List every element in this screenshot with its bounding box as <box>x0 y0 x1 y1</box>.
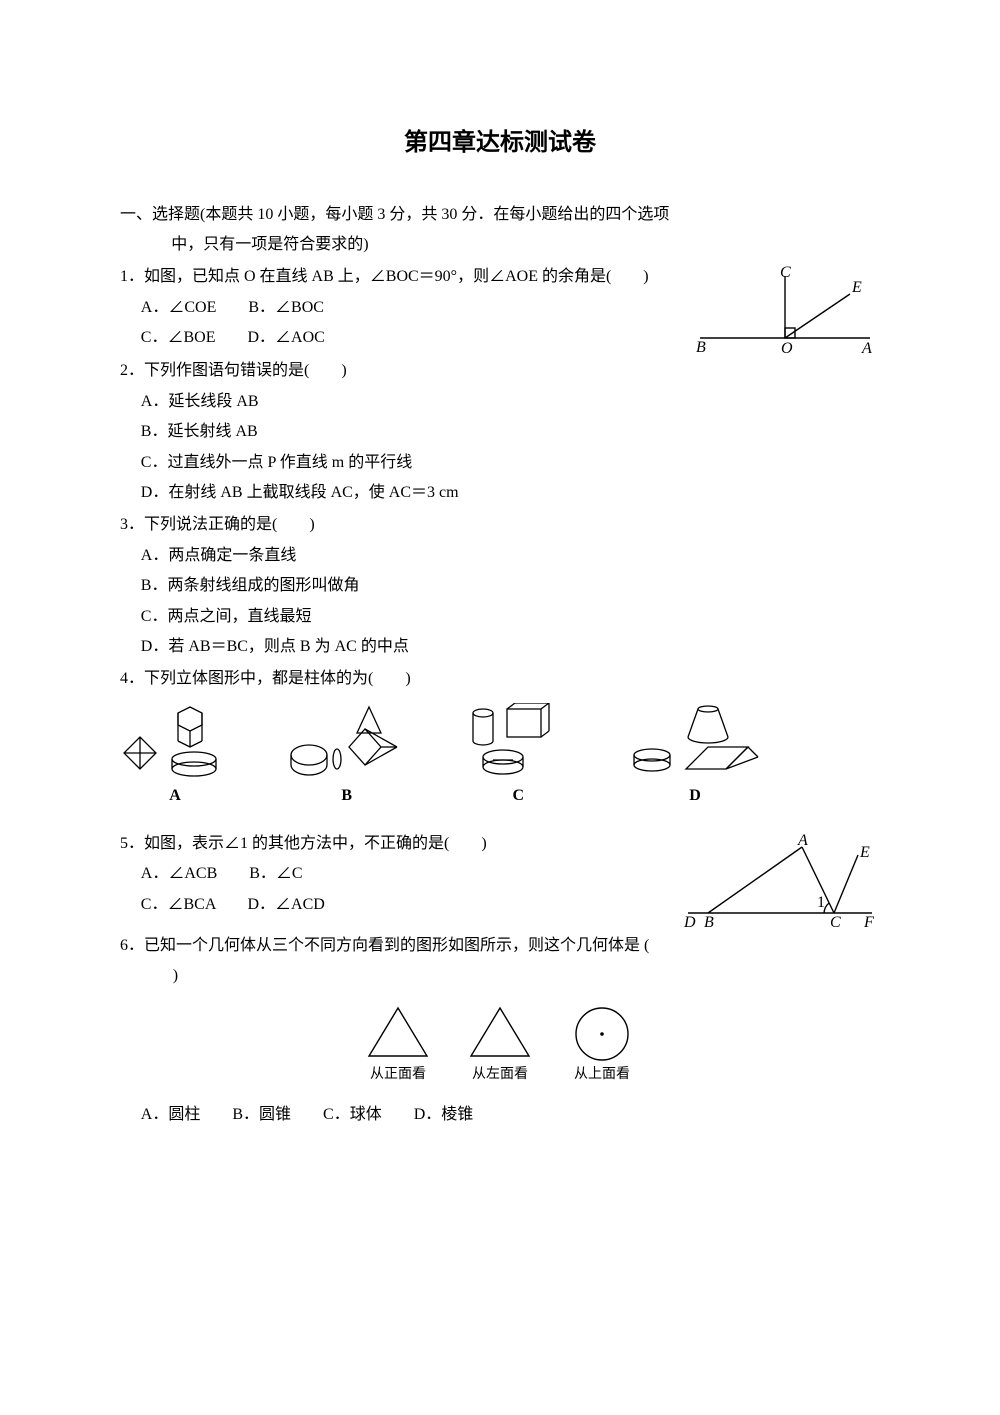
q3-opt-c: C．两点之间，直线最短 <box>141 602 880 632</box>
q3-opt-b: B．两条射线组成的图形叫做角 <box>141 571 880 601</box>
q1-figure: C E B O A <box>690 266 880 354</box>
q1-label-O: O <box>781 340 793 354</box>
question-3: 3．下列说法正确的是( ) A．两点确定一条直线 B．两条射线组成的图形叫做角 … <box>120 510 880 662</box>
q4-fig-d <box>630 703 760 779</box>
q5-B: B <box>704 914 714 929</box>
q6-label-top: 从上面看 <box>565 1062 639 1089</box>
q3-opt-a: A．两点确定一条直线 <box>141 541 880 571</box>
question-1: C E B O A 1．如图，已知点 O 在直线 AB 上，∠BOC＝90°，则… <box>120 262 880 354</box>
q3-opt-d: D．若 AB＝BC，则点 B 为 AC 的中点 <box>141 632 880 662</box>
q4-label-b: B <box>287 781 407 811</box>
q5-figure: A E D B C F 1 <box>680 833 880 929</box>
q6-label-left: 从左面看 <box>463 1062 537 1089</box>
section-1-heading: 一、选择题(本题共 10 小题，每小题 3 分，共 30 分．在每小题给出的四个… <box>120 200 880 261</box>
q5-F: F <box>863 914 874 929</box>
q4-fig-b <box>287 703 407 779</box>
q3-stem: 3．下列说法正确的是( ) <box>120 510 880 540</box>
section-head-line2: 中，只有一项是符合要求的) <box>171 230 880 260</box>
question-2: 2．下列作图语句错误的是( ) A．延长线段 AB B．延长射线 AB C．过直… <box>120 356 880 508</box>
q6-top-icon <box>565 1002 639 1062</box>
q4-fig-c <box>463 703 573 779</box>
q6-opts: A．圆柱 B．圆锥 C．球体 D．棱锥 <box>141 1100 880 1130</box>
section-head-line1: 一、选择题(本题共 10 小题，每小题 3 分，共 30 分．在每小题给出的四个… <box>120 200 880 230</box>
q6-figures: 从正面看 从左面看 从上面看 <box>120 1002 880 1089</box>
q2-opt-d: D．在射线 AB 上截取线段 AC，使 AC＝3 cm <box>141 478 880 508</box>
q6-label-front: 从正面看 <box>361 1062 435 1089</box>
q4-label-a: A <box>120 781 230 811</box>
q5-one: 1 <box>817 894 825 911</box>
q4-fig-a <box>120 703 230 779</box>
question-5: A E D B C F 1 5．如图，表示∠1 的其他方法中，不正确的是( ) … <box>120 829 880 929</box>
q2-opt-c: C．过直线外一点 P 作直线 m 的平行线 <box>141 448 880 478</box>
q5-E: E <box>859 844 870 861</box>
q5-A: A <box>797 833 808 849</box>
q4-figures: A B <box>120 703 760 811</box>
q1-label-C: C <box>780 266 791 281</box>
q6-left-icon <box>463 1002 537 1062</box>
q2-stem: 2．下列作图语句错误的是( ) <box>120 356 880 386</box>
q4-stem: 4．下列立体图形中，都是柱体的为( ) <box>120 664 880 694</box>
q5-D: D <box>683 914 696 929</box>
q1-label-A: A <box>861 340 872 354</box>
q4-label-c: C <box>463 781 573 811</box>
q1-label-E: E <box>851 279 862 296</box>
q4-label-d: D <box>630 781 760 811</box>
q2-opt-b: B．延长射线 AB <box>141 417 880 447</box>
q6-stem2: ) <box>141 961 880 991</box>
page-title: 第四章达标测试卷 <box>120 120 880 166</box>
q6-front-icon <box>361 1002 435 1062</box>
question-6: 6．已知一个几何体从三个不同方向看到的图形如图所示，则这个几何体是 ( ) 从正… <box>120 931 880 1131</box>
q5-C: C <box>830 914 841 929</box>
q6-stem: 6．已知一个几何体从三个不同方向看到的图形如图所示，则这个几何体是 ( <box>120 931 880 961</box>
question-4: 4．下列立体图形中，都是柱体的为( ) A <box>120 664 880 811</box>
q1-label-B: B <box>696 339 706 354</box>
q2-opt-a: A．延长线段 AB <box>141 387 880 417</box>
